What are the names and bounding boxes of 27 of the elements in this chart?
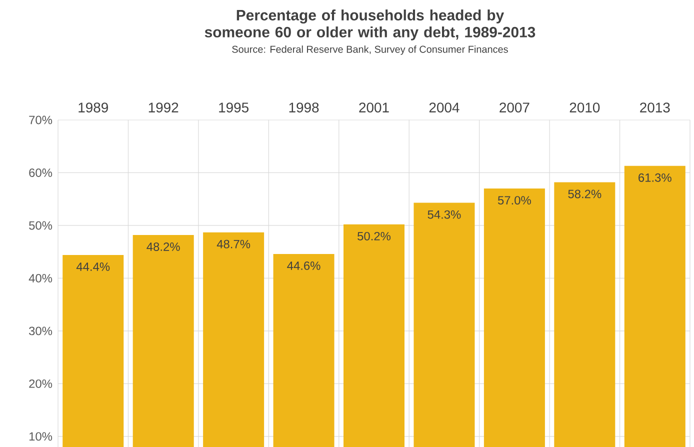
y-tick-label: 50%	[29, 221, 52, 230]
y-tick-label: 60%	[29, 168, 52, 177]
data-label: 54.3%	[428, 210, 461, 219]
data-label: 48.7%	[216, 240, 250, 248]
data-label: 57.0%	[498, 196, 531, 204]
x-tick-label: 1989	[78, 102, 108, 112]
y-tick-label: 30%	[29, 326, 52, 336]
data-label: 48.2%	[146, 242, 180, 251]
data-label: 61.3%	[638, 173, 672, 182]
data-label: 44.4%	[76, 262, 110, 271]
y-tick-label: 40%	[28, 274, 52, 282]
chart-title: Percentage of households headed by someone 60 or older with any debt, 1989-2013	[204, 9, 536, 40]
x-tick-label: 1998	[289, 102, 319, 112]
x-tick-label: 2004	[429, 102, 460, 112]
x-tick-label: 2010	[570, 102, 600, 112]
data-label: 50.2%	[358, 232, 391, 240]
data-label: 58.2%	[568, 190, 602, 198]
data-label: 44.6%	[287, 261, 320, 270]
x-tick-label: 1992	[148, 102, 178, 112]
y-tick-label: 20%	[29, 379, 52, 388]
x-tick-label: 1995	[219, 102, 248, 112]
x-tick-label: 2001	[359, 102, 389, 112]
x-tick-label: 2007	[500, 102, 530, 112]
chart-subtitle: Source: Federal Reserve Bank, Survey of Consumer Finances	[232, 45, 508, 55]
y-tick-label: 10%	[29, 432, 52, 441]
x-tick-label: 2013	[640, 102, 670, 112]
y-tick-label: 70%	[29, 116, 52, 124]
